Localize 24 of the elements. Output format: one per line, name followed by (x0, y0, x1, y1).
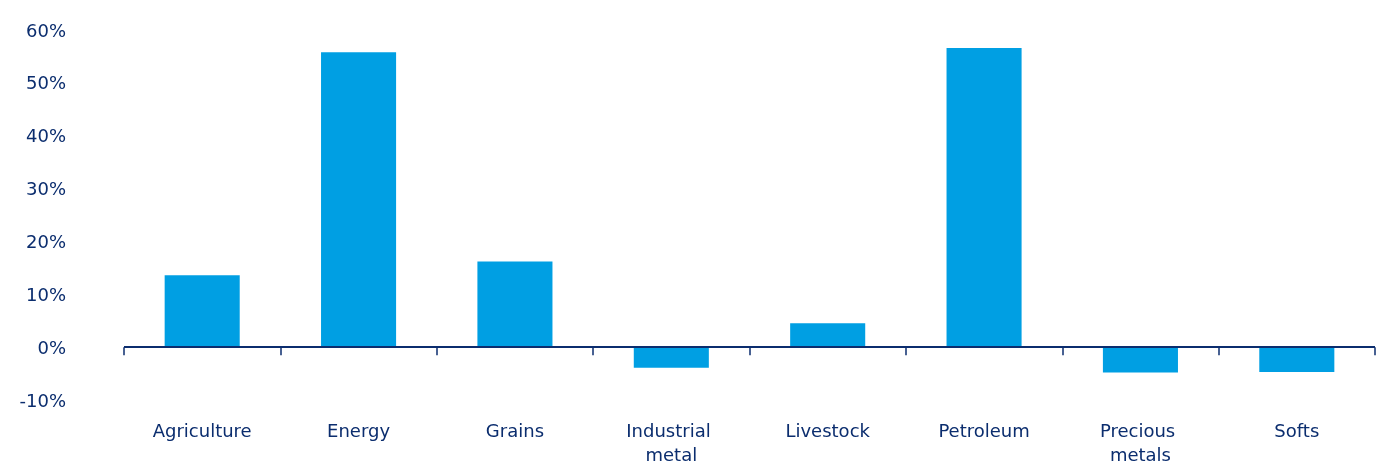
x-tick-label: Livestock (785, 419, 871, 441)
x-tick-label: Softs (1274, 419, 1320, 441)
bar (477, 261, 553, 348)
bar (321, 52, 397, 348)
x-tick-label: Energy (327, 419, 391, 441)
x-tick-label: Industrial metal (626, 419, 717, 465)
bar (1102, 347, 1178, 373)
bar (1259, 347, 1335, 372)
x-tick-label: Precious metals (1099, 419, 1181, 465)
bar (946, 47, 1022, 348)
y-tick-label: 50% (25, 72, 66, 94)
bar (164, 275, 240, 348)
y-tick-label: -10% (19, 389, 66, 411)
bar (790, 323, 866, 348)
y-tick-label: 0% (37, 336, 66, 358)
x-tick-label: Agriculture (152, 419, 252, 441)
x-tick-label: Grains (485, 419, 545, 441)
y-tick-label: 30% (25, 178, 66, 200)
y-tick-label: 10% (25, 283, 66, 305)
bar (633, 347, 709, 368)
y-tick-label: 40% (25, 125, 66, 147)
x-tick-label: Petroleum (938, 419, 1030, 441)
y-tick-label: 60% (25, 19, 66, 41)
y-tick-label: 20% (25, 230, 66, 252)
